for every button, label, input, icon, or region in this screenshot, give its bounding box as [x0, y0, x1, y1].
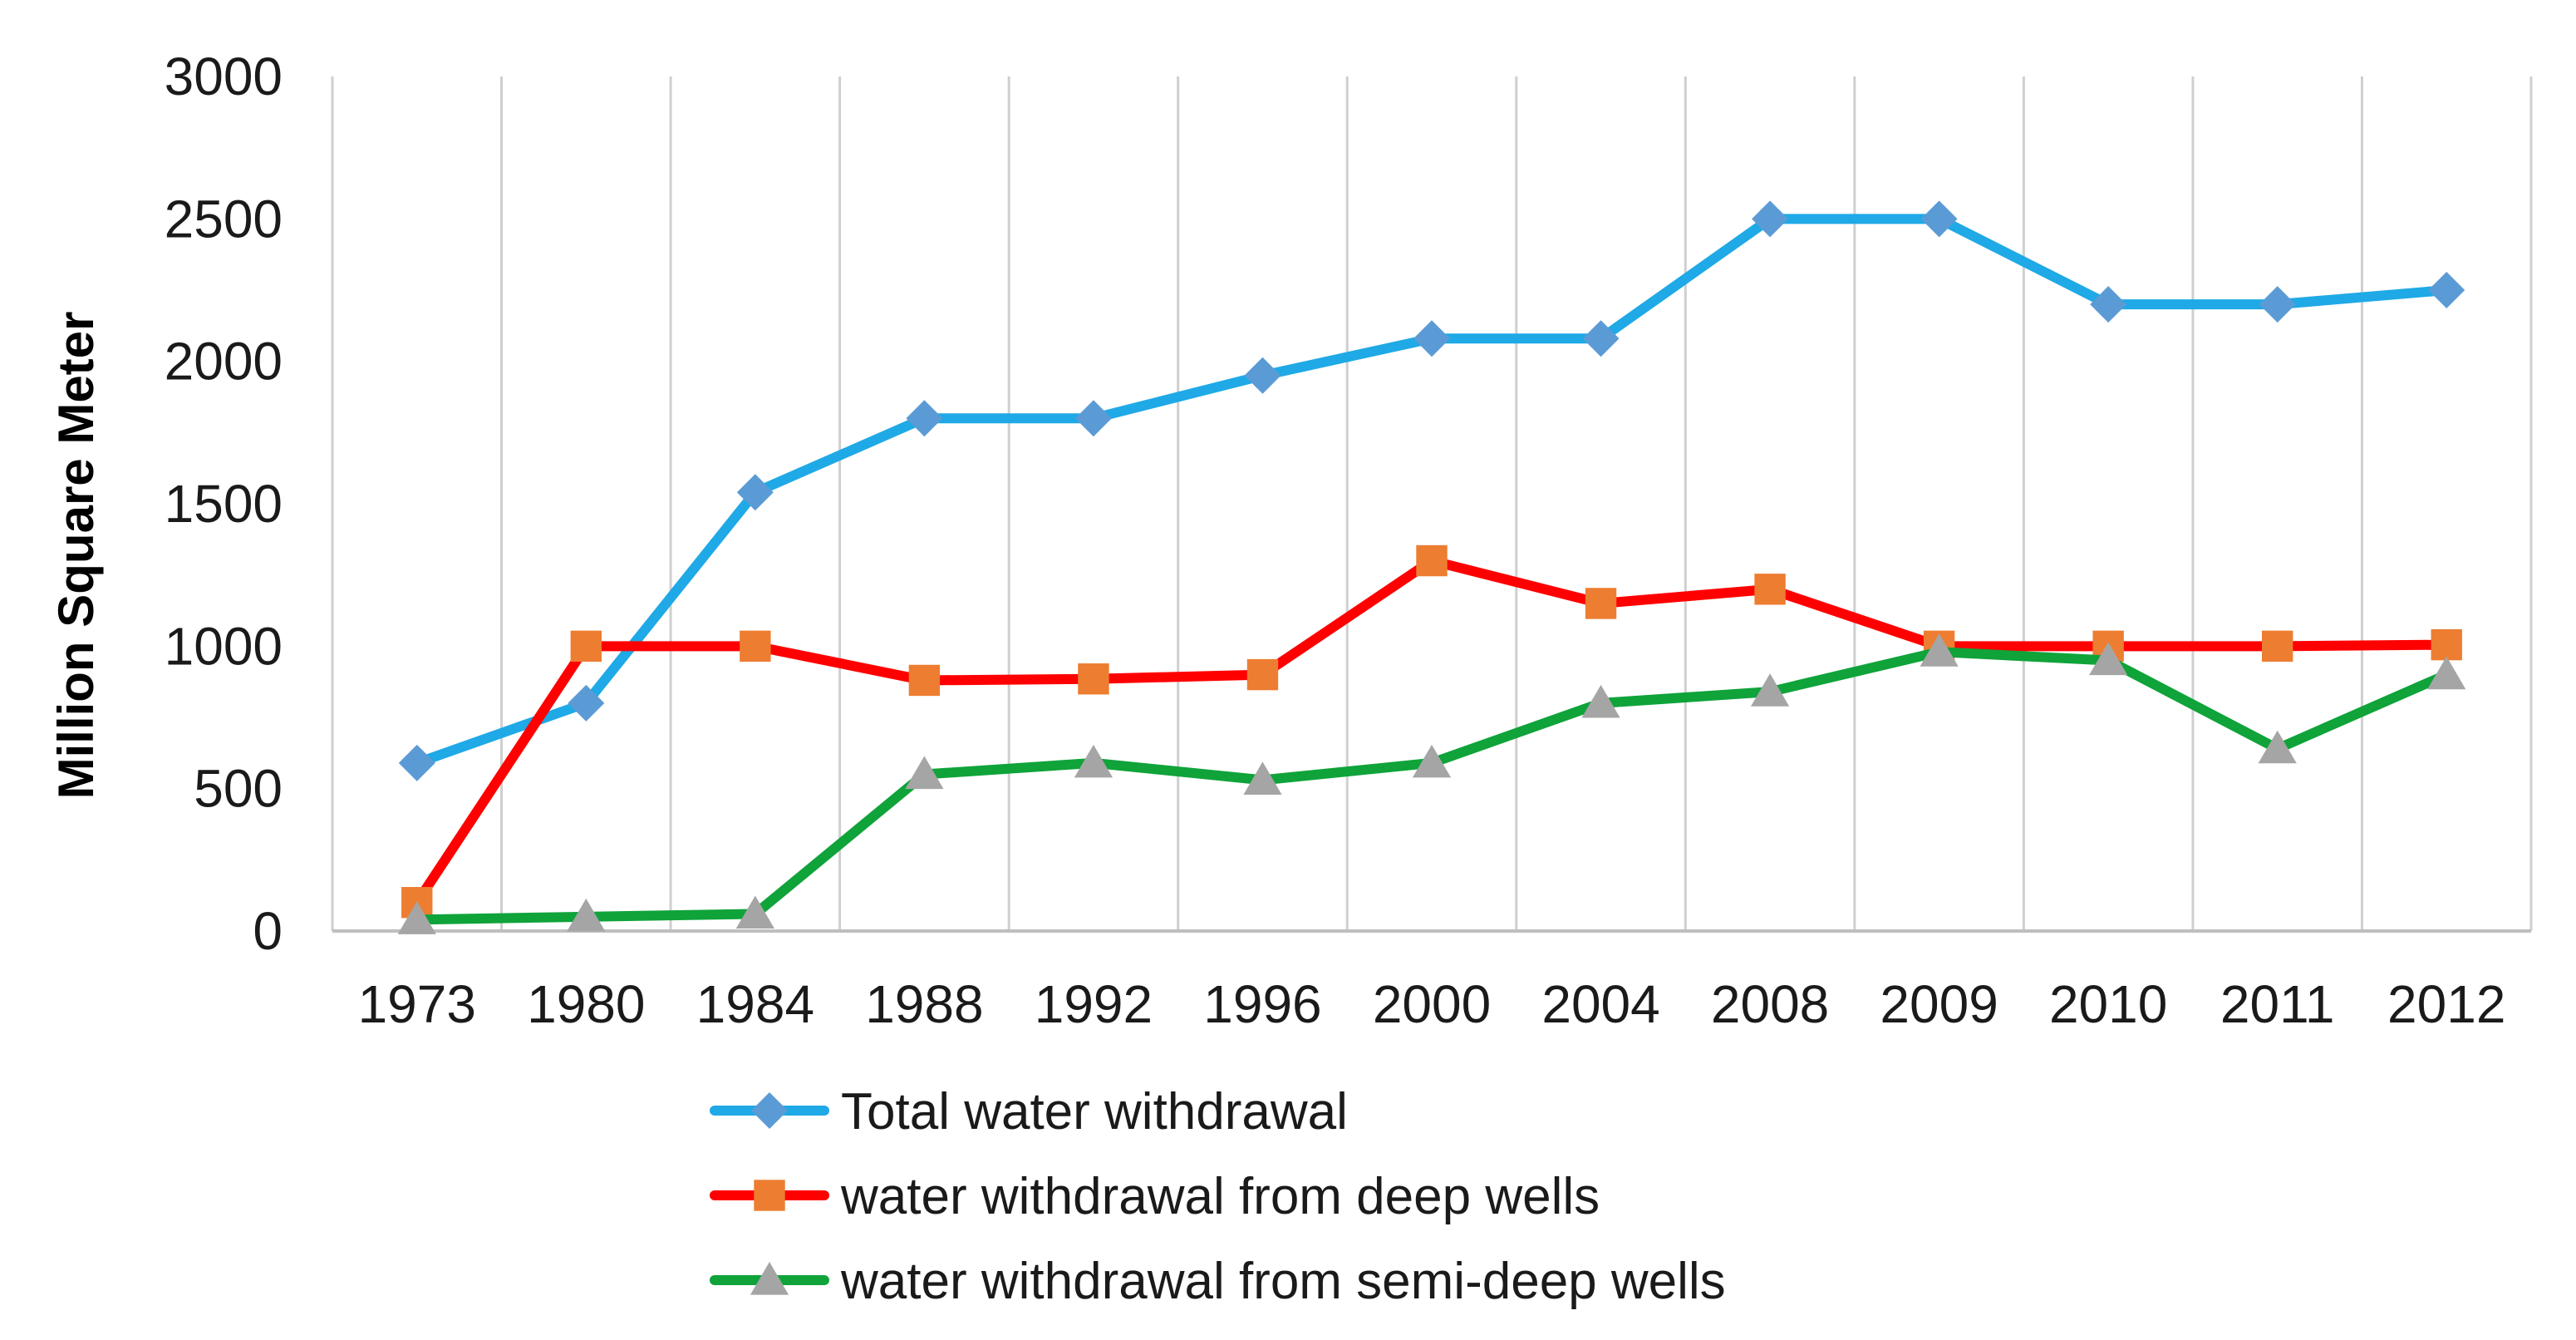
series-2	[401, 544, 2462, 919]
series-group	[397, 200, 2466, 934]
x-tick-label: 1980	[527, 974, 645, 1034]
legend-item: water withdrawal from semi-deep wells	[710, 1253, 1726, 1310]
x-tick-label: 1973	[358, 974, 476, 1034]
data-point	[2259, 286, 2296, 323]
data-point	[2090, 286, 2127, 323]
series-1	[398, 200, 2465, 781]
data-point	[1243, 761, 1282, 795]
data-point	[735, 895, 774, 929]
x-axis-ticks: 1973 1980 1984 1988 1992 1996 2000 2004 2008 2009…	[358, 974, 2506, 1034]
y-axis-ticks: 0 500 1000 1500 2000 2500 3000	[165, 47, 283, 961]
data-point	[1244, 357, 1281, 394]
y-tick-label: 0	[253, 901, 283, 961]
series-line	[411, 555, 2452, 908]
data-point	[1920, 200, 1958, 238]
data-point	[398, 744, 435, 781]
data-point	[1074, 744, 1113, 778]
data-point	[908, 664, 941, 697]
data-point	[2258, 730, 2297, 764]
y-tick-label: 2000	[165, 332, 283, 392]
x-tick-label: 1988	[865, 974, 983, 1034]
data-point	[568, 684, 605, 722]
data-point	[1754, 574, 1786, 605]
data-point	[1750, 673, 1790, 707]
legend-label: water withdrawal from deep wells	[840, 1168, 1600, 1225]
x-tick-label: 2000	[1373, 974, 1491, 1034]
legend-marker	[750, 1262, 789, 1295]
y-tick-label: 500	[194, 759, 283, 819]
legend-label: Total water withdrawal	[841, 1083, 1348, 1140]
legend-marker	[751, 1092, 788, 1129]
gridlines	[331, 76, 2533, 933]
data-point	[1246, 658, 1279, 691]
series-3	[397, 633, 2466, 934]
data-point	[2089, 642, 2128, 676]
x-tick-label: 2012	[2387, 974, 2505, 1034]
x-tick-label: 2010	[2049, 974, 2167, 1034]
y-tick-label: 1500	[165, 474, 283, 534]
y-tick-label: 3000	[165, 47, 283, 106]
data-point	[905, 756, 944, 790]
x-tick-label: 1996	[1203, 974, 1321, 1034]
legend: Total water withdrawal water withdrawal f…	[710, 1083, 1726, 1310]
legend-marker	[754, 1180, 785, 1211]
data-point	[1413, 320, 1450, 357]
y-tick-label: 1000	[165, 616, 283, 676]
data-point	[736, 474, 774, 511]
x-tick-label: 2009	[1880, 974, 1998, 1034]
data-point	[1582, 320, 1620, 357]
x-tick-label: 2011	[2220, 974, 2335, 1034]
x-tick-label: 1992	[1035, 974, 1153, 1034]
data-point	[1920, 633, 1959, 667]
data-point	[2261, 630, 2293, 663]
legend-label: water withdrawal from semi-deep wells	[840, 1253, 1726, 1310]
data-point	[570, 630, 602, 663]
series-line	[411, 647, 2452, 925]
data-point	[1412, 744, 1452, 778]
data-point	[906, 400, 943, 437]
legend-item: Total water withdrawal	[710, 1083, 1348, 1140]
data-point	[1585, 588, 1617, 619]
data-point	[1074, 400, 1112, 437]
data-point	[2428, 272, 2465, 308]
y-tick-label: 2500	[165, 189, 283, 249]
data-point	[567, 898, 606, 932]
data-point	[740, 630, 771, 663]
y-axis-label: Million Square Meter	[48, 312, 104, 800]
x-tick-label: 2004	[1541, 974, 1659, 1034]
x-tick-label: 1984	[696, 974, 814, 1034]
x-tick-label: 2008	[1711, 974, 1829, 1034]
data-point	[1078, 663, 1109, 695]
legend-item: water withdrawal from deep wells	[710, 1168, 1600, 1225]
data-point	[2431, 628, 2462, 661]
data-point	[1416, 544, 1448, 577]
data-point	[1752, 200, 1789, 238]
data-point	[1581, 684, 1620, 718]
data-point	[2427, 656, 2466, 690]
data-point	[397, 901, 436, 934]
